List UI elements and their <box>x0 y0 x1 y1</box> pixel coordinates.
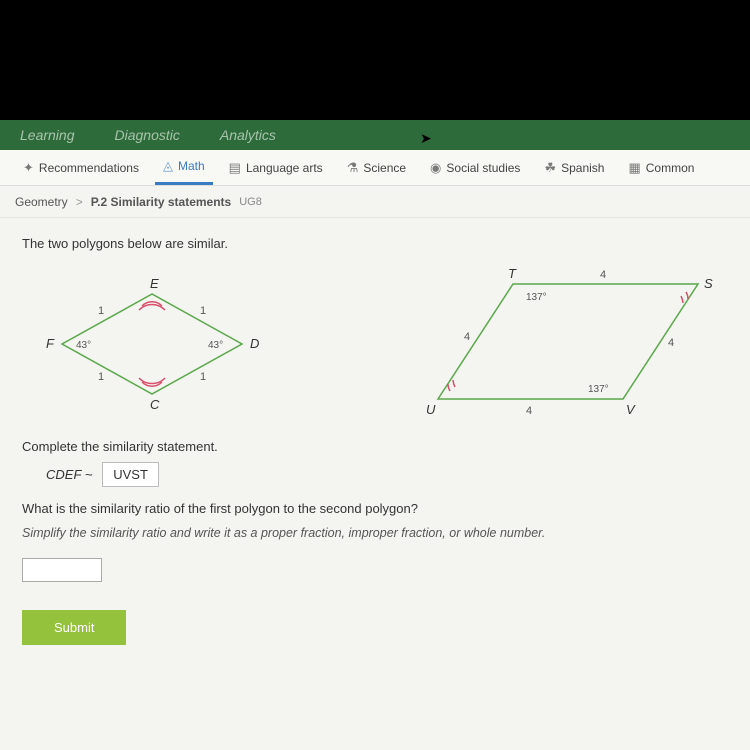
vertex-u: U <box>426 402 436 417</box>
flask-icon: ⚗ <box>347 160 359 176</box>
vertex-s: S <box>704 276 713 291</box>
book-icon: ▤ <box>229 160 241 176</box>
polygon-cdef: E F C D 1 1 1 1 43° 43° <box>22 274 282 414</box>
hint-text: Simplify the similarity ratio and write … <box>22 526 728 540</box>
tab-label: Social studies <box>446 161 520 175</box>
nav-analytics[interactable]: Analytics <box>220 127 276 143</box>
problem-content: The two polygons below are similar. E F … <box>0 218 750 663</box>
diagram-row: E F C D 1 1 1 1 43° 43° ➤ <box>22 259 728 429</box>
tab-label: Recommendations <box>39 161 139 175</box>
angle-f: 43° <box>76 340 91 351</box>
arc-u2 <box>453 380 455 387</box>
similarity-statement: CDEF ~ UVST <box>46 462 728 487</box>
tab-spanish[interactable]: ☘ Spanish <box>536 150 612 185</box>
globe-icon: ◉ <box>430 160 441 176</box>
vertex-v: V <box>626 402 636 417</box>
chevron-right-icon: > <box>76 195 83 209</box>
rhombus-stuv <box>438 284 698 399</box>
tab-social-studies[interactable]: ◉ Social studies <box>422 150 528 185</box>
side-ut-len: 4 <box>464 331 470 343</box>
vertex-f: F <box>46 336 55 351</box>
tab-label: Language arts <box>246 161 323 175</box>
side-ed-len: 1 <box>200 305 206 317</box>
side-ef-len: 1 <box>98 305 104 317</box>
angle-t: 137° <box>526 292 547 303</box>
similarity-answer-box[interactable]: UVST <box>102 462 159 487</box>
arc-s2 <box>681 296 683 303</box>
triangle-icon: ◬ <box>163 158 173 174</box>
grid-icon: ▦ <box>628 160 640 176</box>
arc-s <box>686 292 688 299</box>
angle-d: 43° <box>208 340 223 351</box>
tab-label: Science <box>363 161 406 175</box>
problem-intro: The two polygons below are similar. <box>22 236 728 251</box>
similar-symbol: ~ <box>85 467 93 482</box>
ratio-question: What is the similarity ratio of the firs… <box>22 501 728 516</box>
side-cd-len: 1 <box>200 371 206 383</box>
breadcrumb-topic: P.2 Similarity statements <box>91 195 232 209</box>
vertex-t: T <box>508 266 517 281</box>
cursor-icon: ➤ <box>420 130 432 147</box>
breadcrumb-code: UG8 <box>239 196 262 208</box>
side-ts-len: 4 <box>600 269 606 281</box>
side-uv-len: 4 <box>526 405 532 417</box>
subject-tabs: ✦ Recommendations ◬ Math ▤ Language arts… <box>0 150 750 186</box>
arc-u <box>448 384 450 391</box>
tab-language-arts[interactable]: ▤ Language arts <box>221 150 331 185</box>
leaf-icon: ☘ <box>544 160 556 176</box>
top-nav: Learning Diagnostic Analytics <box>0 120 750 150</box>
tab-math[interactable]: ◬ Math <box>155 150 213 185</box>
breadcrumb-course[interactable]: Geometry <box>15 195 68 209</box>
app-screen: Learning Diagnostic Analytics ✦ Recommen… <box>0 120 750 750</box>
side-sv-len: 4 <box>668 337 674 349</box>
ratio-input[interactable] <box>22 558 102 582</box>
vertex-e: E <box>150 276 159 291</box>
tab-label: Spanish <box>561 161 604 175</box>
tab-common[interactable]: ▦ Common <box>620 150 702 185</box>
vertex-c: C <box>150 397 160 412</box>
tab-label: Math <box>178 159 205 173</box>
submit-button[interactable]: Submit <box>22 610 126 645</box>
nav-learning[interactable]: Learning <box>20 127 75 143</box>
polygon-left-name: CDEF <box>46 467 81 482</box>
tab-science[interactable]: ⚗ Science <box>339 150 414 185</box>
side-fc-len: 1 <box>98 371 104 383</box>
nav-diagnostic[interactable]: Diagnostic <box>115 127 180 143</box>
angle-v: 137° <box>588 384 609 395</box>
tab-label: Common <box>646 161 695 175</box>
vertex-d: D <box>250 336 259 351</box>
breadcrumb: Geometry > P.2 Similarity statements UG8 <box>0 186 750 218</box>
tab-recommendations[interactable]: ✦ Recommendations <box>15 150 147 185</box>
statement-prompt: Complete the similarity statement. <box>22 439 728 454</box>
star-icon: ✦ <box>23 160 34 176</box>
polygon-stuv: T S V U 4 4 4 4 137° 137° <box>408 264 728 424</box>
